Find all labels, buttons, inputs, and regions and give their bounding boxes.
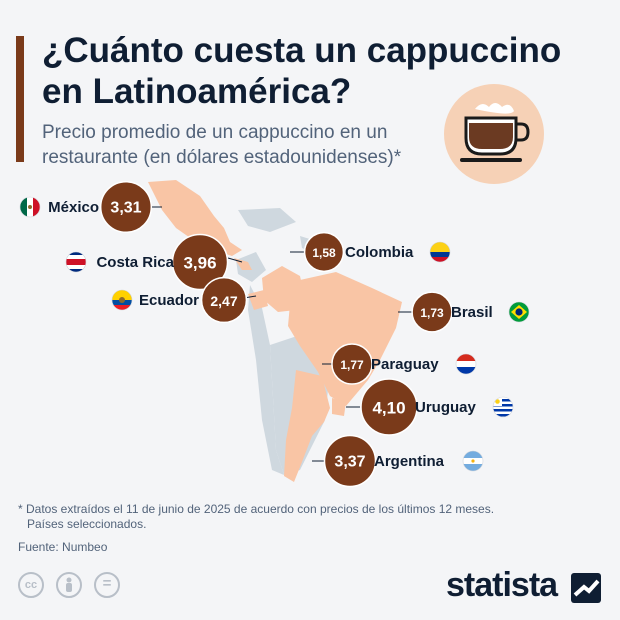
land-argentina	[284, 370, 330, 482]
subtitle-text: Precio promedio de un cappuccino en un r…	[42, 122, 394, 168]
bubble-costa-rica[interactable]: 3,96 Costa Rica	[65, 233, 243, 291]
title-accent-bar	[16, 36, 24, 162]
bubble-circle	[171, 233, 229, 291]
bubble-layer: 3,31 México 3,96 Costa Rica 2,47 Ecuador 1,58 C…	[19, 180, 530, 488]
bubble-value: 3,96	[183, 254, 216, 273]
country-label: Ecuador	[139, 292, 199, 309]
bubble-value: 3,37	[334, 454, 365, 471]
bubble-colombia[interactable]: 1,58 Colombia	[290, 231, 451, 273]
bubble-value: 1,73	[420, 306, 444, 320]
bubble-value: 3,31	[110, 200, 141, 217]
bubble-value: 1,77	[340, 358, 364, 372]
bubble-circle	[323, 434, 377, 488]
bubble-brasil[interactable]: 1,73 Brasil	[398, 291, 530, 333]
bubble-value: 2,47	[210, 293, 237, 309]
country-label: Brasil	[451, 304, 493, 321]
footnote-line-2: Países seleccionados.	[27, 517, 147, 531]
bubble-value: 1,58	[312, 246, 336, 260]
leader-line	[227, 257, 243, 263]
bubble-uruguay[interactable]: 4,10 Uruguay	[346, 378, 514, 436]
country-label: Uruguay	[415, 399, 477, 416]
bubble-circle	[99, 180, 153, 234]
country-label: Costa Rica	[96, 254, 174, 271]
costa-rica-flag-icon	[65, 251, 87, 273]
footnote: * Datos extraídos el 11 de junio de 2025…	[18, 502, 598, 532]
cc-icon[interactable]: cc	[18, 572, 44, 598]
bubble-circle	[331, 343, 373, 385]
country-label: Paraguay	[371, 356, 439, 373]
subtitle-footnote-mark: *	[393, 147, 402, 168]
coffee-cup-icon	[444, 84, 544, 184]
equals-icon[interactable]: =	[94, 572, 120, 598]
bubble-value: 4,10	[372, 399, 405, 418]
bubble-paraguay[interactable]: 1,77 Paraguay	[322, 343, 477, 385]
bubble-ecuador[interactable]: 2,47 Ecuador	[111, 276, 257, 324]
bubble-circle	[411, 291, 453, 333]
colombia-flag-icon	[429, 241, 451, 263]
bubble-mexico[interactable]: 3,31 México	[19, 180, 162, 234]
latam-map: 3,31 México 3,96 Costa Rica 2,47 Ecuador 1,58 C…	[19, 180, 530, 488]
chart-title: ¿Cuánto cuesta un cappuccino en Latinoam…	[42, 31, 562, 111]
source-text: Fuente: Numbeo	[18, 540, 108, 554]
brasil-flag-icon	[508, 301, 530, 323]
land-mexico	[148, 180, 242, 256]
mexico-flag-icon	[19, 196, 41, 218]
footnote-line-1: * Datos extraídos el 11 de junio de 2025…	[18, 502, 495, 516]
bubble-argentina[interactable]: 3,37 Argentina	[312, 434, 484, 488]
statista-logo[interactable]: statista	[446, 566, 558, 604]
ecuador-flag-icon	[111, 289, 133, 311]
land-ecuador	[248, 290, 268, 310]
bubble-circle	[200, 276, 248, 324]
bubble-circle	[303, 231, 345, 273]
statista-logo-mark	[571, 573, 601, 603]
land-brazil	[288, 272, 402, 406]
country-label: México	[48, 199, 99, 216]
person-icon[interactable]	[56, 572, 82, 598]
argentina-flag-icon	[462, 450, 484, 472]
country-label: Colombia	[345, 244, 414, 261]
bubble-circle	[360, 378, 418, 436]
land-uruguay	[332, 398, 346, 416]
uruguay-flag-icon	[492, 396, 514, 418]
chart-subtitle: Precio promedio de un cappuccino en un r…	[42, 120, 462, 170]
paraguay-flag-icon	[455, 353, 477, 375]
country-label: Argentina	[374, 453, 445, 470]
